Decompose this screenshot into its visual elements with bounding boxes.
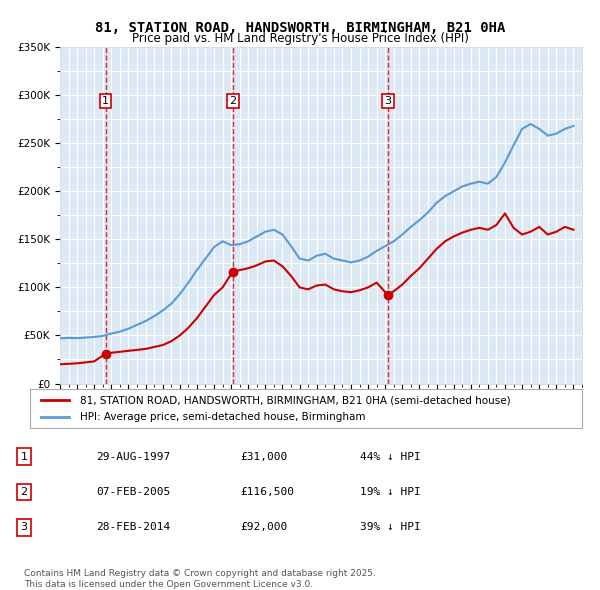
Text: £116,500: £116,500 (240, 487, 294, 497)
Text: 81, STATION ROAD, HANDSWORTH, BIRMINGHAM, B21 0HA: 81, STATION ROAD, HANDSWORTH, BIRMINGHAM… (95, 21, 505, 35)
Text: Price paid vs. HM Land Registry's House Price Index (HPI): Price paid vs. HM Land Registry's House … (131, 32, 469, 45)
Text: 29-AUG-1997: 29-AUG-1997 (96, 452, 170, 461)
Text: 07-FEB-2005: 07-FEB-2005 (96, 487, 170, 497)
Text: HPI: Average price, semi-detached house, Birmingham: HPI: Average price, semi-detached house,… (80, 412, 365, 422)
Text: 39% ↓ HPI: 39% ↓ HPI (360, 523, 421, 532)
Text: 1: 1 (20, 452, 28, 461)
Text: 2: 2 (229, 96, 236, 106)
Text: 28-FEB-2014: 28-FEB-2014 (96, 523, 170, 532)
Text: Contains HM Land Registry data © Crown copyright and database right 2025.
This d: Contains HM Land Registry data © Crown c… (24, 569, 376, 589)
Text: 19% ↓ HPI: 19% ↓ HPI (360, 487, 421, 497)
Text: £92,000: £92,000 (240, 523, 287, 532)
Text: 44% ↓ HPI: 44% ↓ HPI (360, 452, 421, 461)
Text: 81, STATION ROAD, HANDSWORTH, BIRMINGHAM, B21 0HA (semi-detached house): 81, STATION ROAD, HANDSWORTH, BIRMINGHAM… (80, 395, 511, 405)
Text: 1: 1 (102, 96, 109, 106)
Text: 3: 3 (385, 96, 391, 106)
Text: £31,000: £31,000 (240, 452, 287, 461)
Text: 3: 3 (20, 523, 28, 532)
Text: 2: 2 (20, 487, 28, 497)
